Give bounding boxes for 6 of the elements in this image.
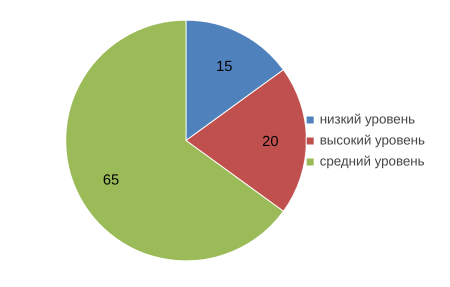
data-label: 20	[262, 134, 278, 150]
legend-label: высокий уровень	[320, 132, 425, 148]
legend-label: средний уровень	[320, 154, 425, 168]
data-label: 65	[102, 172, 120, 188]
legend-label: низкий уровень	[320, 112, 416, 126]
data-label: 15	[216, 58, 232, 75]
